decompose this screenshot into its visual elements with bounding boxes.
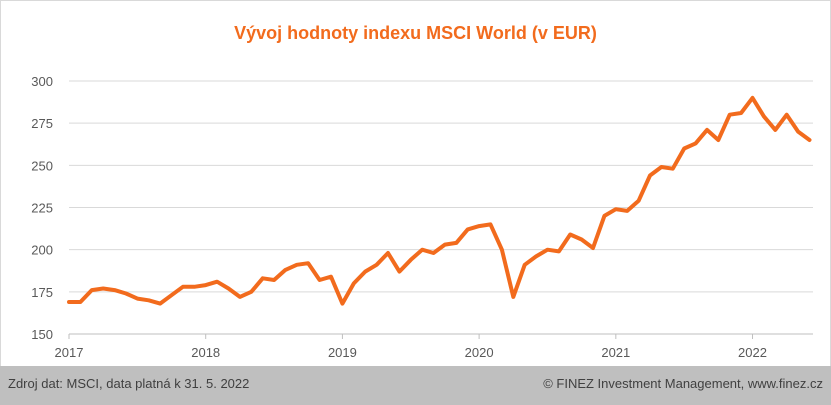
x-tick-label: 2020 xyxy=(465,345,494,360)
chart-title: Vývoj hodnoty indexu MSCI World (v EUR) xyxy=(234,23,597,43)
footer: Zdroj dat: MSCI, data platná k 31. 5. 20… xyxy=(0,366,831,405)
y-tick-label: 275 xyxy=(31,116,53,131)
x-tick-label: 2019 xyxy=(328,345,357,360)
x-tick-label: 2021 xyxy=(601,345,630,360)
x-tick-label: 2022 xyxy=(738,345,767,360)
y-tick-label: 150 xyxy=(31,327,53,342)
y-tick-label: 175 xyxy=(31,285,53,300)
y-tick-label: 300 xyxy=(31,74,53,89)
gridlines xyxy=(69,80,813,293)
chart-frame: Vývoj hodnoty indexu MSCI World (v EUR) … xyxy=(0,0,831,367)
y-tick-label: 225 xyxy=(31,201,53,216)
x-tick-label: 2017 xyxy=(55,345,84,360)
series-line-msci-world xyxy=(67,95,812,306)
y-tick-label: 250 xyxy=(31,158,53,173)
y-axis: 150 175 200 225 250 275 300 xyxy=(31,74,53,342)
x-tick-label: 2018 xyxy=(191,345,220,360)
y-tick-label: 200 xyxy=(31,243,53,258)
x-axis: 2017 2018 2019 2020 2021 2022 xyxy=(55,333,813,360)
data-source-note: Zdroj dat: MSCI, data platná k 31. 5. 20… xyxy=(8,376,250,391)
copyright-note: © FINEZ Investment Management, www.finez… xyxy=(543,376,823,391)
